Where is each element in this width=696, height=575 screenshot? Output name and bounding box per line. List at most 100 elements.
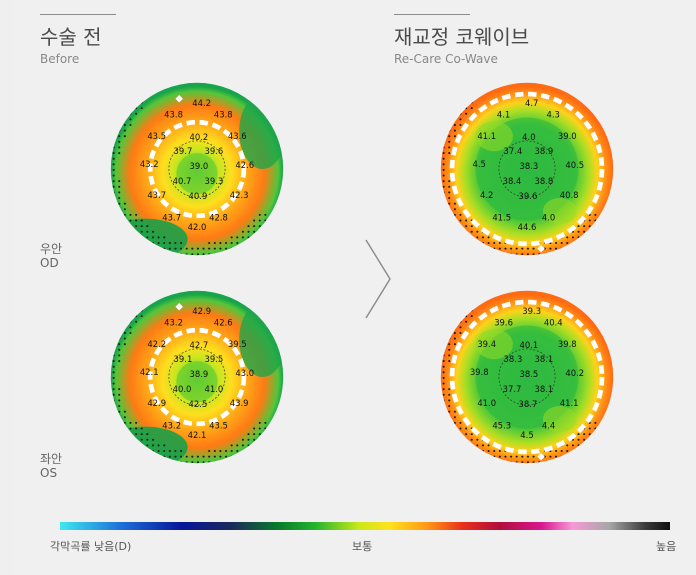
before_os-value-label: 43.5 — [209, 421, 228, 431]
after_os-value-label: 38.5 — [519, 369, 538, 379]
after_od-value-label: 4.1 — [497, 109, 510, 119]
before_od-marker-icon — [175, 94, 183, 103]
after_os-value-label: 40.1 — [519, 340, 538, 350]
before_os-value-label: 42.9 — [147, 398, 166, 408]
after_os-value-label: 41.0 — [477, 398, 496, 408]
after-header: 재교정 코웨이브 Re-Care Co-Wave — [394, 14, 529, 67]
after_os-svg: 39.3 39.6 40.4 39.4 39.8 40.1 38.3 38.1 39.8 38.5… — [440, 290, 614, 464]
before_os-marker-icon — [175, 302, 183, 311]
before_od-value-label: 43.8 — [214, 109, 233, 119]
before-header: 수술 전 Before — [40, 14, 116, 67]
before_od-value-label: 40.2 — [189, 132, 208, 142]
after-subtitle: Re-Care Co-Wave — [394, 52, 498, 66]
after_os-value-label: 4.4 — [542, 421, 555, 431]
before_od-value-label: 40.9 — [189, 191, 208, 201]
after_os-value-label: 39.3 — [522, 306, 541, 316]
after_od-value-label: 4.2 — [480, 190, 493, 200]
before_od-value-label: 43.5 — [147, 131, 166, 141]
before_od-treatment-zone-ring — [147, 119, 247, 219]
after_od-value-label: 38.3 — [519, 161, 538, 171]
scale-high-label: 높음 — [656, 540, 677, 553]
after_od-value-label: 40.8 — [560, 190, 579, 200]
before_od-value-label: 39.3 — [204, 176, 223, 186]
before_os-value-label: 39.5 — [204, 354, 223, 364]
before_od-value-label: 39.0 — [189, 161, 208, 171]
scale-low-label: 각막곡률 낮음(D) — [50, 540, 132, 553]
before-title: 수술 전 — [40, 25, 102, 49]
map-after-od: 4.7 4.1 4.3 41.1 39.0 4.0 37.4 38.9 4.5 38.3 40.5 3… — [438, 80, 616, 258]
before_od-pupil-ring — [168, 140, 226, 198]
after_od-value-label: 4.0 — [542, 213, 555, 223]
after_od-value-label: 4.7 — [525, 98, 538, 108]
before_od-value-label: 42.6 — [235, 160, 254, 170]
before_od-value-label: 39.7 — [174, 146, 193, 156]
after_os-value-label: 39.4 — [477, 339, 496, 349]
after_od-value-label: 39.0 — [558, 131, 577, 141]
od-label: 우안 OD — [40, 242, 62, 270]
after_od-marker-icon — [537, 244, 545, 253]
before_os-value-label: 42.9 — [192, 306, 211, 316]
before_od-value-label: 40.7 — [173, 176, 192, 186]
before_od-value-label: 42.0 — [188, 222, 207, 232]
after_os-value-label: 4.5 — [520, 430, 533, 440]
color-scale-bar — [60, 522, 670, 530]
before_os-treatment-zone-ring — [147, 327, 247, 427]
before_os-value-label: 42.2 — [147, 339, 166, 349]
after_od-value-label: 4.3 — [547, 109, 560, 119]
after_od-value-label: 4.5 — [473, 159, 486, 169]
before_os-value-label: 39.1 — [174, 354, 193, 364]
after_os-value-label: 37.7 — [503, 384, 522, 394]
after_os-value-label: 38.1 — [534, 354, 553, 364]
before_os-value-label: 42.7 — [189, 340, 208, 350]
chevron-right-icon — [365, 239, 391, 319]
after-rule — [394, 14, 470, 15]
scale-mid-label: 보통 — [352, 540, 373, 553]
after_os-value-label: 38.1 — [534, 384, 553, 394]
before_od-value-label: 42.8 — [209, 213, 228, 223]
before_os-value-label: 42.5 — [189, 399, 208, 409]
before_od-value-label: 43.2 — [140, 159, 159, 169]
before-rule — [40, 14, 116, 15]
after_od-value-label: 38.4 — [503, 176, 522, 186]
before_od-value-label: 44.2 — [192, 98, 211, 108]
after_os-pupil-ring — [498, 348, 556, 406]
after_od-value-label: 41.5 — [492, 213, 511, 223]
after_os-value-label: 39.8 — [470, 367, 489, 377]
after_od-value-label: 44.6 — [518, 222, 537, 232]
after_os-value-label: 41.1 — [560, 398, 579, 408]
before_os-value-label: 39.5 — [228, 339, 247, 349]
before_os-value-label: 43.9 — [230, 398, 249, 408]
after_od-value-label: 38.9 — [534, 146, 553, 156]
os-label-en: OS — [40, 466, 58, 480]
before_od-value-label: 43.7 — [147, 190, 166, 200]
before_os-value-label: 41.0 — [204, 384, 223, 394]
map-before-os: 42.9 43.2 42.6 42.2 39.5 42.7 39.1 39.5 42.1 38.9… — [108, 288, 286, 466]
before_od-svg: 44.243.8 43.843.5 43.640.239.7 39.643.2 39.0… — [110, 82, 284, 256]
before_os-value-label: 42.6 — [214, 317, 233, 327]
after_od-value-label: 39.6 — [519, 191, 538, 201]
after_od-treatment-zone-ring — [449, 91, 605, 247]
before_os-value-label: 43.2 — [162, 421, 181, 431]
after_os-blobs — [475, 325, 579, 433]
od-label-ko: 우안 — [40, 242, 63, 256]
before_os-value-label: 42.1 — [140, 367, 159, 377]
after_os-value-label: 39.8 — [558, 339, 577, 349]
before_os-value-label: 43.2 — [164, 317, 183, 327]
after_od-value-label: 4.0 — [522, 132, 535, 142]
os-label-ko: 좌안 — [40, 452, 63, 466]
before_od-value-label: 43.8 — [164, 109, 183, 119]
after_os-value-label: 39.6 — [494, 317, 513, 327]
after_os-value-label: 38.7 — [519, 399, 538, 409]
after_od-value-label: 38.8 — [534, 176, 553, 186]
map-before-od: 44.2 43.8 43.8 43.5 43.6 40.2 39.7 39.6 43.2 39.0… — [108, 80, 286, 258]
after_os-value-label: 38.3 — [504, 354, 523, 364]
comparison-panel: 수술 전 Before 재교정 코웨이브 Re-Care Co-Wave 우안 … — [14, 0, 696, 575]
after_od-pupil-ring — [498, 140, 556, 198]
before_od-value-label: 43.6 — [228, 131, 247, 141]
before_os-value-label: 42.1 — [188, 430, 207, 440]
after_od-value-label: 37.4 — [504, 146, 523, 156]
after_od-svg: 4.7 4.1 4.3 41.1 39.0 4.0 37.4 38.9 4.5 38.3 40.5 3… — [440, 82, 614, 256]
before-subtitle: Before — [40, 52, 80, 66]
before_os-value-label: 38.9 — [189, 369, 208, 379]
after_os-marker-icon — [537, 452, 545, 461]
